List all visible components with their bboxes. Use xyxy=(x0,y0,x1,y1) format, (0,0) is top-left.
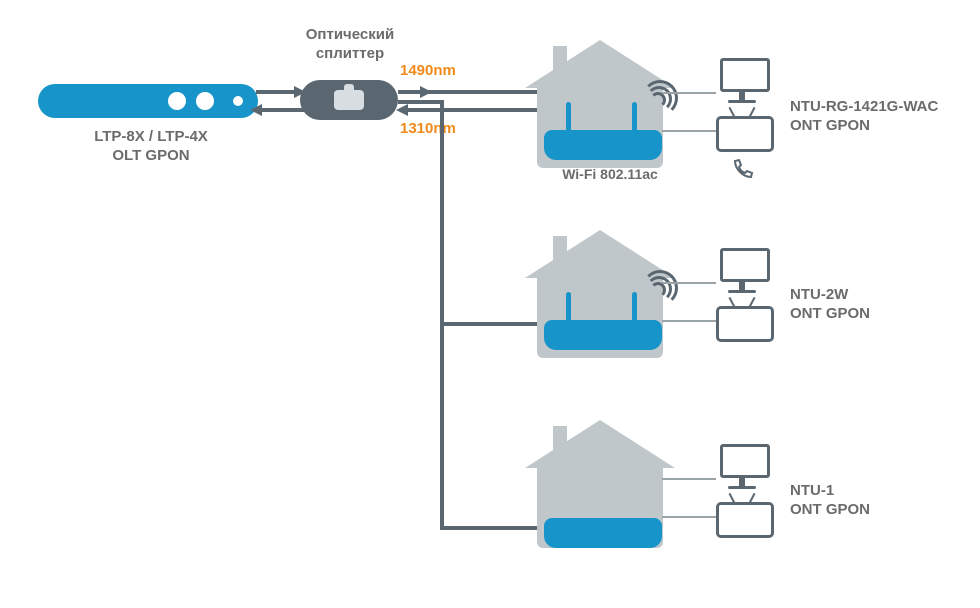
arrow-icon xyxy=(250,104,262,116)
wifi-standard-label: Wi-Fi 802.11ac xyxy=(540,166,680,184)
ont-router xyxy=(544,518,662,548)
arrow-icon xyxy=(396,104,408,116)
ont-caption: NTU-1 ONT GPON xyxy=(790,482,980,520)
monitor-icon xyxy=(720,58,764,103)
monitor-icon xyxy=(720,248,764,293)
lan-link xyxy=(662,282,716,284)
lan-link xyxy=(662,516,716,518)
monitor-icon xyxy=(720,444,764,489)
lan-link xyxy=(662,320,716,322)
phone-icon xyxy=(730,158,754,182)
fiber-branch xyxy=(440,108,544,112)
lan-link xyxy=(662,130,716,132)
fiber-trunk-upstream xyxy=(260,108,304,112)
lan-link xyxy=(662,92,716,94)
wavelength-down: 1490nm xyxy=(400,62,490,81)
arrow-icon xyxy=(294,86,306,98)
ont-router xyxy=(544,130,662,160)
splitter-title: Оптический сплиттер xyxy=(280,26,420,64)
tv-icon xyxy=(716,116,768,152)
olt-port xyxy=(196,92,214,110)
fiber-branch xyxy=(406,108,440,112)
olt-port xyxy=(168,92,186,110)
fiber-branch xyxy=(440,322,544,326)
fiber-branch xyxy=(440,526,544,530)
olt-device xyxy=(38,84,258,118)
tv-icon xyxy=(716,502,768,538)
lan-link xyxy=(662,478,716,480)
wavelength-up: 1310nm xyxy=(400,120,490,139)
optical-splitter xyxy=(300,80,398,120)
olt-caption: LTP-8X / LTP-4X OLT GPON xyxy=(56,128,246,166)
olt-led xyxy=(233,96,243,106)
arrow-icon xyxy=(420,86,432,98)
gpon-network-diagram: LTP-8X / LTP-4X OLT GPON Оптический спли… xyxy=(0,0,980,608)
fiber-bus xyxy=(440,100,444,530)
ont-caption: NTU-RG-1421G-WAC ONT GPON xyxy=(790,98,980,136)
ont-router xyxy=(544,320,662,350)
ont-caption: NTU-2W ONT GPON xyxy=(790,286,980,324)
tv-icon xyxy=(716,306,768,342)
